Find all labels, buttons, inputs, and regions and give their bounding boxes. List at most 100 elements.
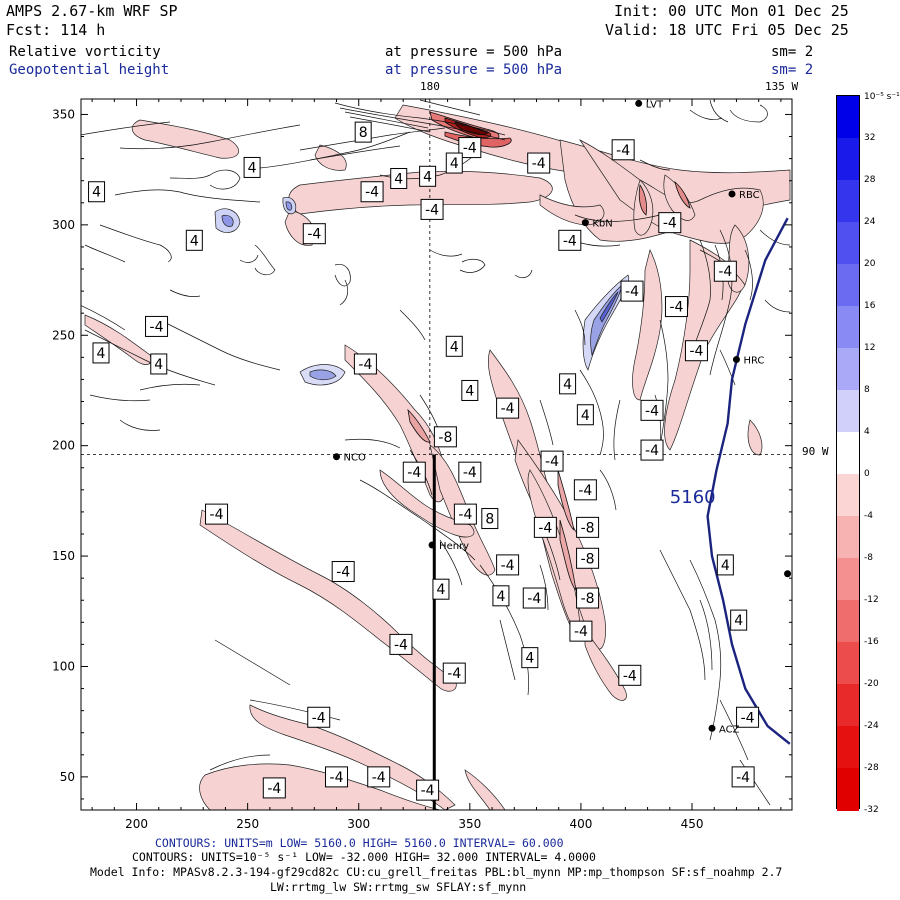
contour-label-text: -4 [267,781,281,797]
station-label: NCO [344,453,366,464]
contour-label-text: 4 [465,383,474,399]
contour-label-text: 4 [154,357,163,373]
station: KbN [581,219,613,230]
colorbar-swatch [837,348,859,391]
contour-label: 8 [354,121,372,143]
field1-name: Relative vorticity [9,44,161,60]
contour-label: -4 [353,353,377,375]
contour-label: -8 [576,547,600,569]
colorbar-label: 20 [864,258,876,269]
geopotential-height-contour [706,217,791,745]
colorbar-swatch [837,390,859,433]
contour-label: -4 [573,479,597,501]
x-tick-label: 300 [347,817,370,831]
contour-label: 4 [730,609,748,631]
colorbar-swatch [837,558,859,601]
colorbar-swatch [837,642,859,685]
contour-label: -4 [205,503,229,525]
contour-label-text: 8 [485,512,494,528]
contour-label-text: 4 [581,408,590,424]
contour-label: -4 [611,139,635,161]
station-label: LVT [646,99,664,110]
contour-label-text: -4 [358,357,372,373]
colorbar-label: -8 [864,552,873,563]
contour-label-text: 4 [734,613,743,629]
station: LVT [635,99,664,110]
station-dot [635,99,643,107]
contour-label: 4 [461,379,479,401]
colorbar-label: -28 [864,762,879,773]
contour-label-text: -4 [527,591,541,607]
contour-label: -4 [331,561,355,583]
contour-label-text: -4 [574,624,588,640]
contour-label: -4 [496,397,520,419]
contour-label-text: -4 [625,284,639,300]
contour-label-text: -8 [581,520,595,536]
contour-label-text: -4 [501,558,515,574]
contour-label: -4 [496,554,520,576]
colorbar-label: -4 [864,510,873,521]
contour-label: 4 [88,181,106,203]
colorbar-label: 12 [864,342,876,353]
lon-label-top-right: 135 W [765,80,798,93]
x-tick-label: 250 [236,817,259,831]
map-frame [80,98,793,811]
y-tick-label: 350 [52,107,75,121]
contour-label-text: 4 [248,160,257,176]
contour-label: 4 [716,554,734,576]
contour-label-text: -4 [312,710,326,726]
y-tick-label: 300 [52,218,75,232]
positive-vorticity [214,197,630,386]
contour-label-text: -4 [669,300,683,316]
colorbar-unit: 10⁻⁵ s⁻¹ [864,92,900,102]
station: ACZ [708,724,740,735]
y-tick-label: 250 [52,328,75,342]
colorbar-swatch [837,96,859,139]
contour-label: -4 [262,777,286,799]
contour-label: -4 [618,664,642,686]
colorbar-swatch [837,768,859,811]
contour-label: 4 [150,353,168,375]
contour-label: 4 [432,578,450,600]
field2-level: at pressure = 500 hPa [385,62,563,78]
contour-label: -4 [389,633,413,655]
colorbar-swatch [837,726,859,769]
contour-label-text: -4 [330,770,344,786]
forecast-hour: Fcst: 114 h [6,21,106,39]
contour-label: -4 [558,229,582,251]
contour-label: -4 [307,706,331,728]
x-tick-label: 400 [569,817,592,831]
contour-label: 4 [445,152,463,174]
contour-label-text: -4 [623,668,637,684]
contour-label-text: 4 [92,185,101,201]
colorbar-label: -16 [864,636,879,647]
contour-label: -4 [540,450,564,472]
contour-label-text: -4 [463,141,477,157]
station: HRC [732,356,764,367]
contour-label: -4 [442,662,466,684]
station: NCO [333,453,366,464]
contour-label: -4 [569,620,593,642]
contour-label: 4 [92,342,110,364]
contour-label: -4 [416,779,440,801]
colorbar-swatch [837,264,859,307]
contour-label-text: -4 [150,319,164,335]
contour-label-text: -4 [463,465,477,481]
init-time: Init: 00 UTC Mon 01 Dec 25 [614,2,849,20]
station-label: KbN [592,219,612,230]
contour-label: -4 [736,706,760,728]
colorbar-swatch [837,432,859,475]
contour-label-text: 4 [97,346,106,362]
contour-label-text: -4 [365,185,379,201]
contour-label: -4 [420,198,444,220]
colorbar-swatch [837,306,859,349]
contour-label: 4 [419,165,437,187]
contour-label: -8 [433,426,457,448]
contour-label-text: -4 [447,666,461,682]
station-dot [708,724,716,732]
contour-label: -4 [731,766,755,788]
station-dot [728,190,736,198]
station-dot [732,356,740,364]
contour-label-text: -4 [501,401,515,417]
